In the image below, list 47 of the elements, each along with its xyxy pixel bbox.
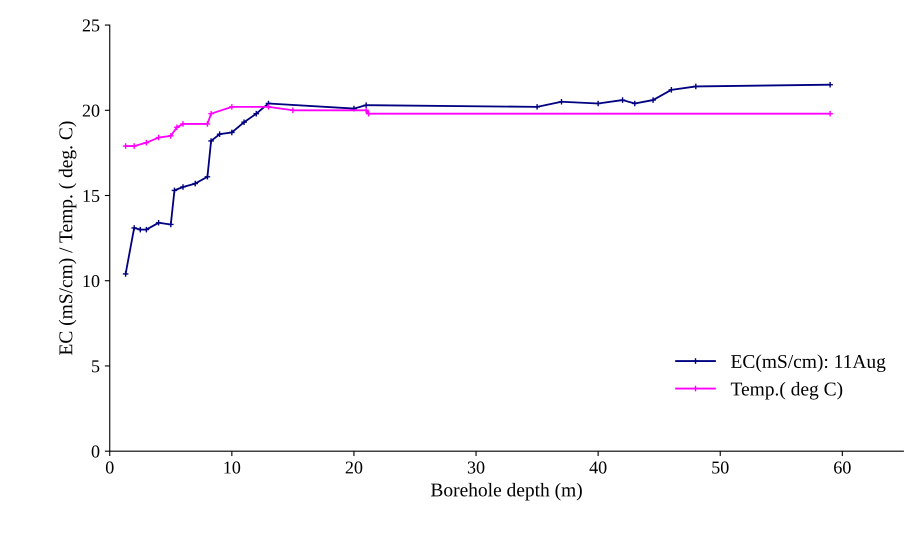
point bbox=[265, 103, 272, 110]
x-tick-label: 60 bbox=[834, 461, 851, 474]
point bbox=[594, 100, 602, 107]
point bbox=[142, 139, 150, 146]
point bbox=[155, 134, 162, 142]
x-tick-label: 10 bbox=[224, 461, 240, 474]
x-tick-label: 30 bbox=[468, 461, 484, 474]
y-axis-title: EC (mS/cm) / Temp. ( deg. C) bbox=[58, 122, 76, 355]
point bbox=[668, 86, 675, 94]
x-tick-label: 20 bbox=[346, 461, 362, 474]
point bbox=[534, 103, 541, 110]
y-tick-label: 25 bbox=[82, 19, 100, 32]
point bbox=[204, 120, 211, 128]
point bbox=[204, 173, 211, 180]
y-tick-label: 15 bbox=[84, 190, 100, 202]
point bbox=[650, 96, 657, 104]
point bbox=[180, 184, 186, 190]
point bbox=[240, 118, 248, 126]
point bbox=[130, 142, 138, 150]
point bbox=[619, 96, 626, 104]
point bbox=[167, 221, 174, 228]
point bbox=[192, 180, 199, 188]
point bbox=[167, 132, 174, 140]
point bbox=[170, 186, 178, 194]
point bbox=[350, 105, 358, 112]
point bbox=[208, 137, 215, 144]
legend-label: EC(mS/cm): 11Aug bbox=[731, 354, 886, 372]
y-tick-label: 10 bbox=[84, 274, 100, 288]
point bbox=[228, 128, 236, 136]
x-tick-label: 40 bbox=[589, 461, 606, 474]
point bbox=[228, 103, 236, 110]
x-axis-title: Borehole depth (m) bbox=[430, 482, 582, 500]
point bbox=[130, 224, 138, 232]
point bbox=[136, 226, 144, 234]
x-tick-label: 50 bbox=[712, 461, 729, 474]
y-tick-label: 5 bbox=[92, 360, 100, 372]
point bbox=[692, 82, 700, 90]
y-tick-label: 0 bbox=[92, 445, 100, 458]
point bbox=[142, 226, 150, 234]
x-tick-label: 0 bbox=[106, 461, 114, 474]
legend-label: Temp.( deg C) bbox=[730, 382, 842, 400]
point bbox=[216, 130, 224, 138]
point bbox=[208, 110, 215, 118]
point bbox=[631, 100, 638, 107]
y-tick-label: 20 bbox=[82, 104, 100, 117]
point bbox=[155, 219, 162, 226]
point bbox=[252, 110, 260, 118]
